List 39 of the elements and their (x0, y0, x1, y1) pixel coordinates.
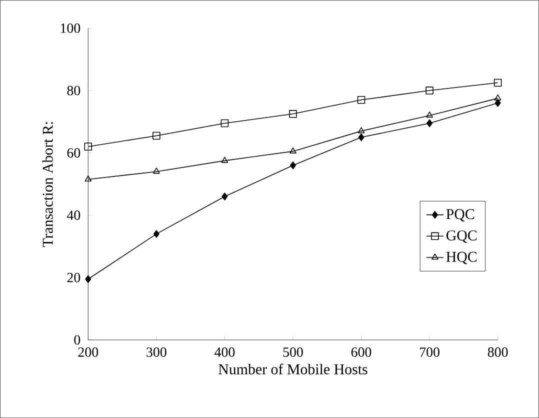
point (290, 161, 296, 170)
y-tick-label: 20 (67, 272, 80, 282)
point (84, 175, 92, 182)
point (152, 132, 160, 140)
y-axis-title: Transaction Abort R: (42, 122, 53, 247)
point (426, 119, 433, 128)
y-tick-label: 80 (67, 86, 80, 96)
point (153, 230, 160, 238)
y-tick-label: 40 (66, 210, 80, 220)
point (426, 112, 433, 118)
point (222, 192, 228, 200)
legend-label: PQC (446, 209, 474, 222)
x-tick-label: 400 (214, 347, 235, 357)
y-tick-label: 0 (74, 335, 80, 345)
x-tick-label: 300 (146, 347, 166, 357)
point (220, 119, 229, 128)
point (357, 96, 366, 104)
x-tick-label: 800 (488, 347, 508, 357)
point (494, 99, 501, 107)
point (221, 156, 228, 163)
legend-label: HQC (446, 252, 477, 264)
x-tick-label: 200 (78, 347, 98, 357)
point (85, 275, 92, 283)
y-tick-label: 60 (67, 148, 80, 158)
point (84, 142, 92, 150)
x-tick-label: 600 (351, 347, 372, 357)
x-axis-title: Number of Mobile Hosts (218, 364, 368, 374)
point (358, 133, 364, 142)
point (358, 127, 365, 134)
x-tick-label: 500 (283, 347, 303, 357)
point (494, 94, 502, 100)
y-tick-label: 100 (60, 23, 80, 33)
point (290, 147, 296, 154)
point (494, 78, 502, 87)
legend-label: GQC (446, 230, 477, 243)
x-tick-label: 700 (420, 347, 440, 357)
point (426, 86, 434, 94)
point (153, 168, 160, 174)
point (289, 110, 297, 118)
